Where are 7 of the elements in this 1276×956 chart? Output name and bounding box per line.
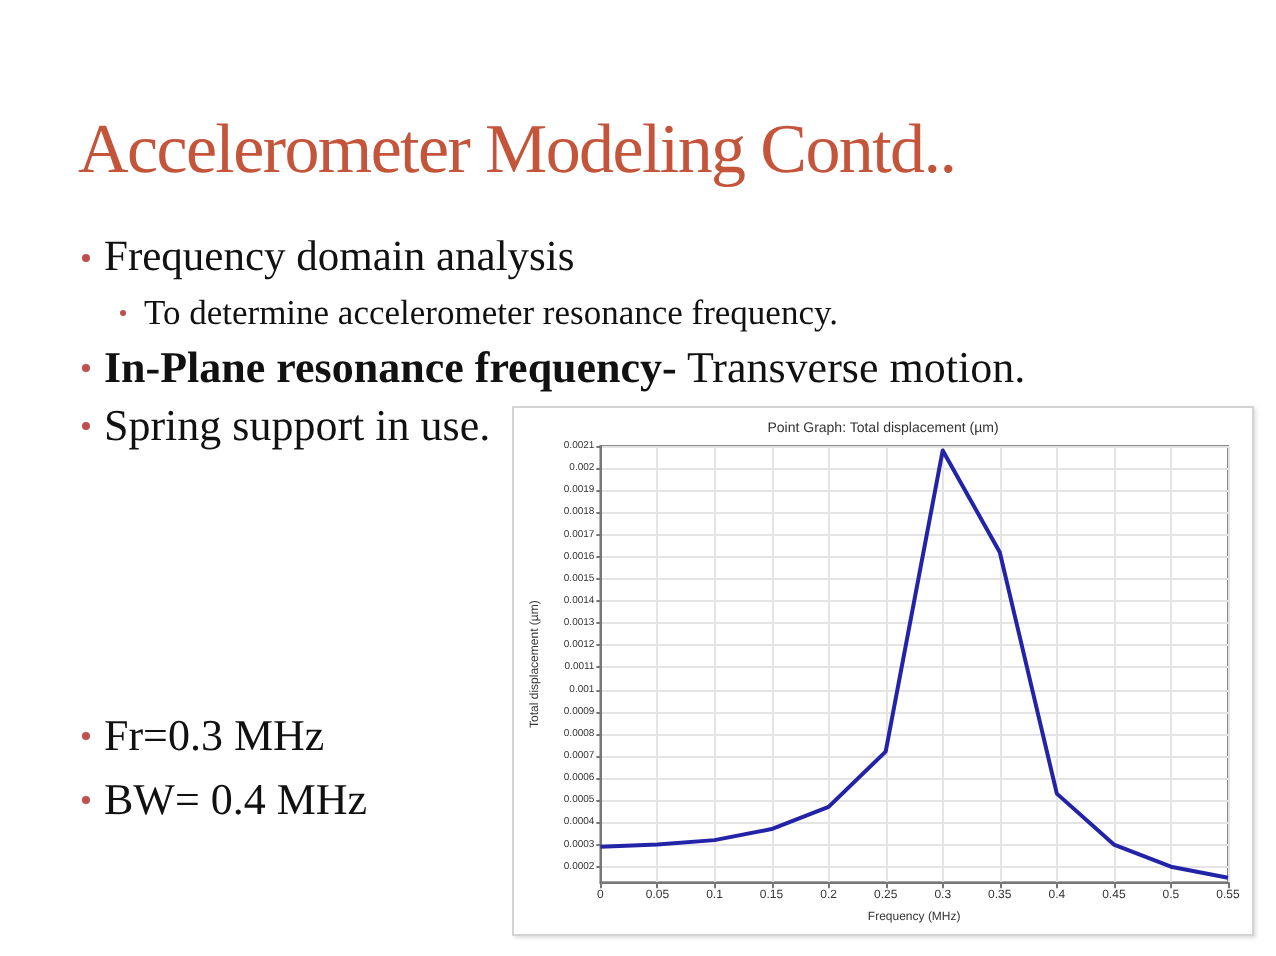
text: Spring support in use. <box>104 399 491 450</box>
text: To determine accelerometer resonance frequency. <box>144 291 838 331</box>
text: In-Plane resonance frequency- Transverse motion. <box>104 341 1026 392</box>
text: Frequency domain analysis <box>104 232 575 281</box>
text: Fr=0.3 MHz <box>104 709 325 760</box>
text: BW= 0.4 MHz <box>104 773 368 824</box>
chart-title: Accelerometer Modeling Contd.. <box>78 108 956 192</box>
